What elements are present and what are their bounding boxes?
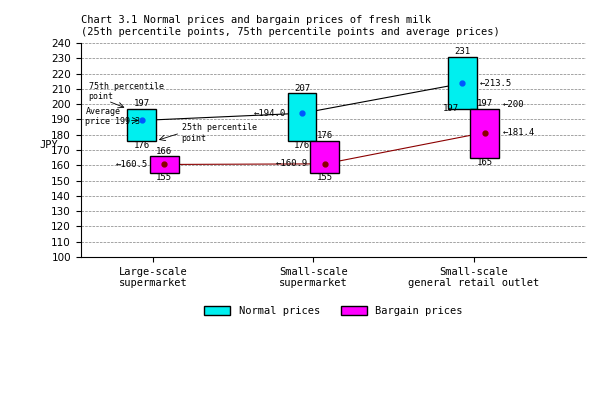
Text: 176: 176 [294,141,310,150]
Bar [310,141,339,173]
Text: ←160.5: ←160.5 [116,160,148,169]
Text: 176: 176 [133,141,150,150]
Bar [471,109,499,158]
Bar [448,57,477,109]
Text: ←194.0: ←194.0 [254,109,286,118]
Text: 25th percentile
point: 25th percentile point [182,124,257,143]
Y-axis label: JPY: JPY [39,140,58,150]
Text: ←181.4: ←181.4 [502,128,535,137]
Text: 176: 176 [317,131,332,140]
Text: ←213.5: ←213.5 [480,79,513,88]
Text: ←160.9: ←160.9 [276,159,308,168]
Bar [150,156,178,173]
Text: 155: 155 [156,173,172,182]
Text: Chart 3.1 Normal prices and bargain prices of fresh milk
(25th percentile points: Chart 3.1 Normal prices and bargain pric… [81,15,499,36]
Text: 197: 197 [477,99,493,108]
Text: 155: 155 [317,173,332,182]
Text: Average
price 199.3: Average price 199.3 [85,107,141,126]
Text: 207: 207 [294,84,310,93]
Legend: Normal prices, Bargain prices: Normal prices, Bargain prices [200,302,466,320]
Bar [288,93,317,141]
Text: 231: 231 [454,47,471,56]
Text: ←200: ←200 [502,99,524,109]
Bar [127,109,156,141]
Text: 197: 197 [443,104,459,113]
Text: 75th percentile
point: 75th percentile point [89,82,163,101]
Text: 197: 197 [133,99,150,108]
Text: 166: 166 [156,147,172,156]
Text: 165: 165 [477,158,493,167]
